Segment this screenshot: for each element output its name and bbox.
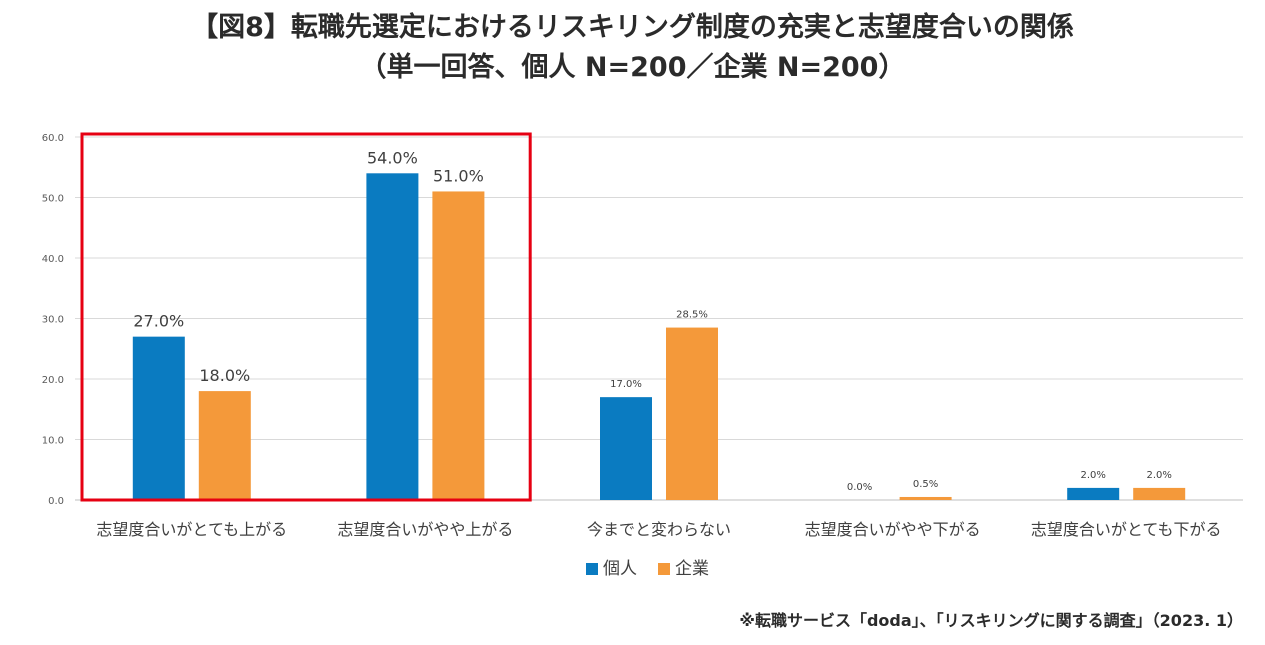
data-label: 2.0% [1080, 470, 1105, 481]
x-tick-label: 志望度合いがやや上がる [337, 520, 513, 539]
bar-company [666, 327, 718, 500]
bar-individual [1067, 487, 1120, 500]
data-label: 27.0% [133, 312, 184, 331]
bar-company [899, 496, 952, 500]
bar-individual [132, 336, 185, 500]
x-tick-label: 志望度合いがとても下がる [1031, 520, 1222, 539]
x-tick-label: 志望度合いがやや下がる [805, 520, 981, 539]
x-tick-label: 今までと変わらない [587, 520, 731, 539]
bar-company [432, 191, 485, 500]
data-label: 2.0% [1146, 470, 1171, 481]
data-label: 54.0% [367, 148, 418, 167]
bar-individual [366, 173, 419, 501]
x-tick-label: 志望度合いがとても上がる [96, 520, 287, 539]
highlight-box [80, 132, 532, 502]
y-tick-label: 10.0 [42, 436, 64, 447]
legend-label-individual: 個人 [603, 559, 637, 579]
y-tick-label: 0.0 [48, 496, 64, 507]
y-tick-label: 60.0 [42, 133, 64, 144]
bar-company [198, 391, 251, 500]
data-label: 17.0% [610, 379, 642, 390]
y-tick-label: 20.0 [42, 375, 64, 386]
chart-title-line-2: （単一回答、個人 N=200／企業 N=200） [359, 52, 906, 83]
data-label: 0.5% [913, 479, 938, 490]
legend-swatch-company [658, 563, 670, 575]
bar-individual [600, 397, 652, 500]
data-label: 51.0% [433, 166, 484, 185]
y-tick-label: 30.0 [42, 315, 64, 326]
chart-title: 【図8】転職先選定におけるリスキリング制度の充実と志望度合いの関係 （単一回答、… [0, 8, 1265, 88]
data-label: 28.5% [676, 310, 708, 321]
y-tick-label: 50.0 [42, 194, 64, 205]
chart-title-line-1: 【図8】転職先選定におけるリスキリング制度の充実と志望度合いの関係 [191, 12, 1074, 43]
data-label: 0.0% [847, 482, 872, 493]
legend-swatch-individual [586, 563, 598, 575]
legend-label-company: 企業 [675, 559, 709, 579]
data-label: 18.0% [199, 366, 250, 385]
bar-company [1133, 487, 1186, 500]
y-tick-label: 40.0 [42, 254, 64, 265]
source-note: ※転職サービス「doda」、「リスキリングに関する調査」（2023. 1） [739, 611, 1243, 630]
